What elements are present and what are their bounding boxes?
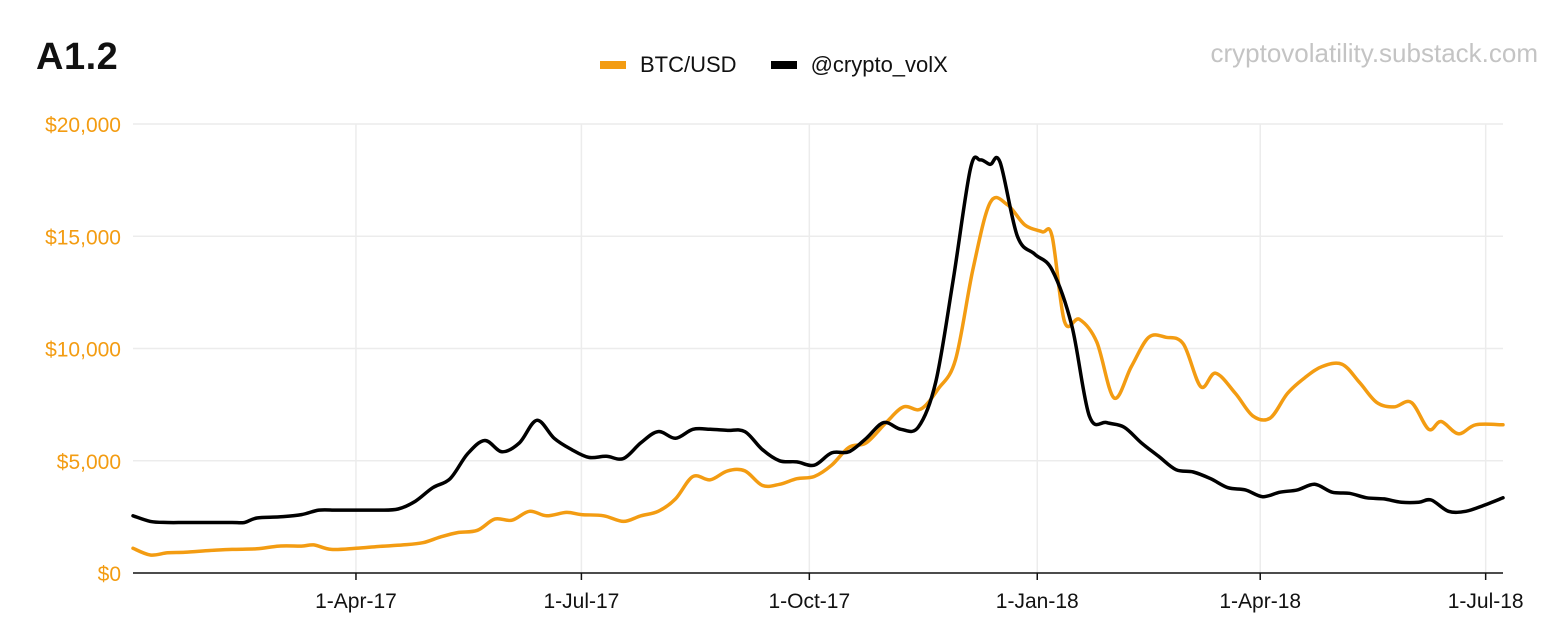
x-axis-ticks: 1-Apr-17 1-Jul-17 1-Oct-17 1-Jan-18 1-Apr-18… (315, 573, 1524, 613)
x-tick-label: 1-Oct-17 (768, 590, 850, 613)
y-tick-label: $5,000 (57, 451, 121, 474)
legend-swatch-crypto-volx (770, 61, 797, 69)
legend-swatch-btc-usd (600, 61, 626, 69)
series-line-btc-usd (131, 195, 1505, 557)
series-lines (131, 155, 1505, 557)
y-axis-ticks: $0 $5,000 $10,000 $15,000 $20,000 (45, 114, 121, 586)
y-tick-label: $15,000 (45, 226, 121, 249)
figure-tag: A1.2 (36, 36, 119, 78)
chart-legend: BTC/USD @crypto_volX (600, 52, 982, 78)
x-tick-label: 1-Jan-18 (996, 590, 1079, 613)
source-watermark: cryptovolatility.substack.com (1210, 38, 1538, 68)
legend-label-btc-usd: BTC/USD (640, 52, 737, 77)
legend-item-crypto-volx: @crypto_volX (770, 52, 948, 78)
y-tick-label: $20,000 (45, 114, 121, 137)
x-tick-label: 1-Jul-17 (543, 590, 619, 613)
legend-item-btc-usd: BTC/USD (600, 52, 737, 78)
legend-label-crypto-volx: @crypto_volX (810, 52, 948, 77)
y-tick-label: $0 (98, 563, 121, 586)
series-line-crypto-volx (131, 155, 1505, 525)
gridlines (133, 123, 1503, 573)
y-tick-label: $10,000 (45, 339, 121, 362)
x-tick-label: 1-Apr-17 (315, 590, 397, 613)
x-tick-label: 1-Jul-18 (1448, 590, 1524, 613)
x-tick-label: 1-Apr-18 (1219, 590, 1301, 613)
